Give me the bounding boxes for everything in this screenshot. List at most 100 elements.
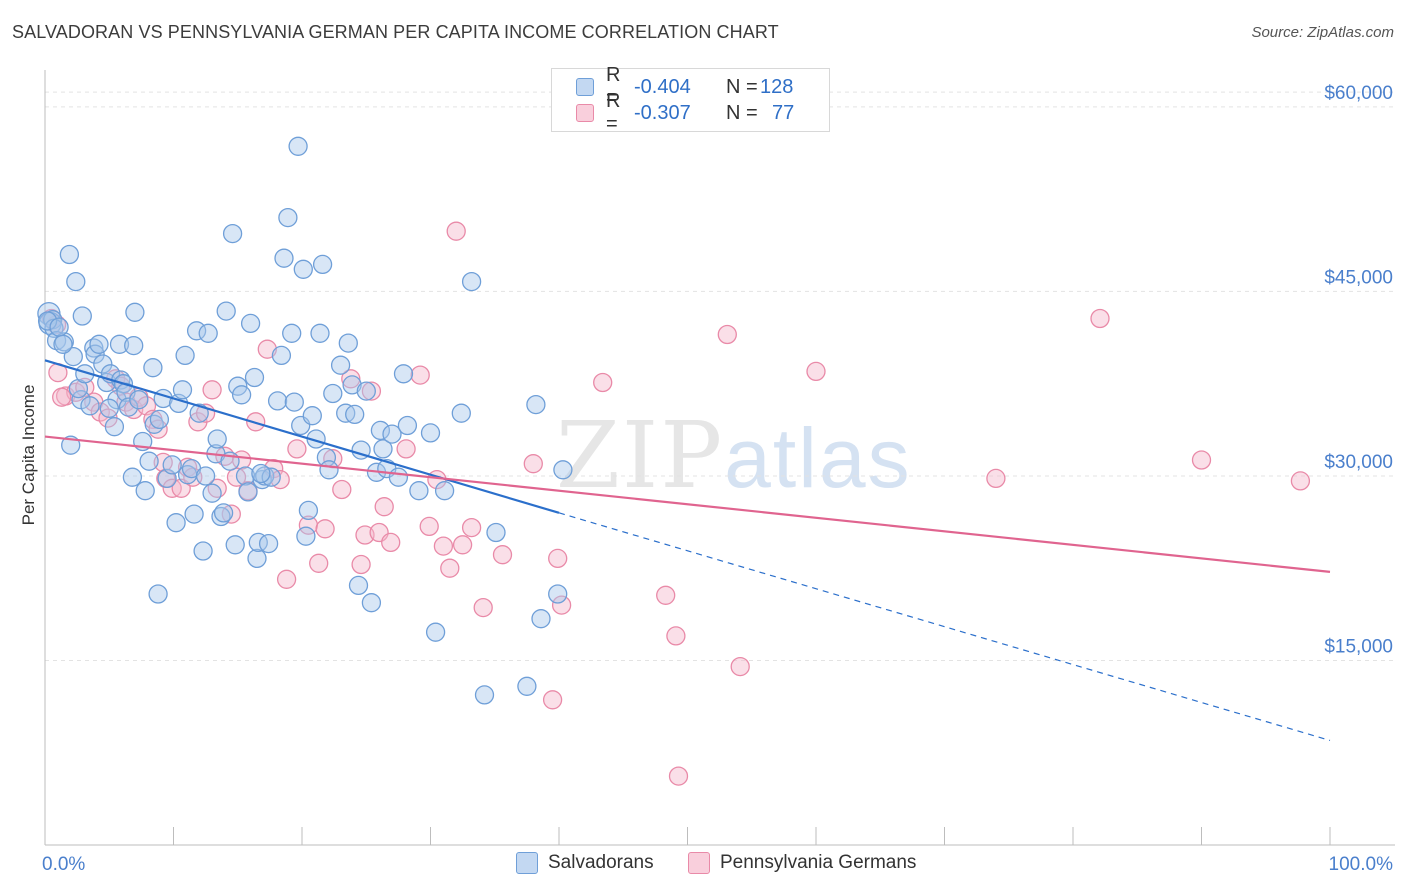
legend-n-value: 128	[760, 75, 794, 98]
salvadoran-point	[373, 439, 393, 459]
pennsylvania-german-point	[440, 558, 460, 578]
pennsylvania-german-point	[361, 381, 382, 401]
salvadoran-point	[172, 380, 193, 400]
salvadoran-point	[345, 404, 365, 425]
legend-n-label: N =	[726, 75, 758, 98]
salvadoran-point	[195, 466, 216, 486]
salvadoran-point	[474, 685, 495, 705]
salvadoran-point	[99, 398, 119, 418]
salvadoran-point	[109, 334, 130, 354]
salvadoran-trend-extension	[558, 512, 1331, 742]
watermark: ZIPatlas	[556, 402, 912, 509]
pennsylvania-german-point	[548, 548, 568, 569]
salvadoran-point	[282, 323, 302, 343]
salvadoran-point	[213, 503, 234, 523]
salvadoran-point	[166, 513, 186, 533]
salvadoran-point	[63, 346, 83, 367]
pennsylvania-german-point	[287, 439, 307, 459]
chart-title: SALVADORAN VS PENNSYLVANIA GERMAN PER CA…	[12, 22, 779, 42]
y-tick-label: $45,000	[1324, 267, 1393, 288]
salvadoran-point	[72, 306, 92, 326]
pennsylvania-german-point	[452, 535, 473, 555]
y-tick-labels: $15,000 $30,000 $45,000 $60,000	[1324, 83, 1393, 658]
salvadoran-point	[258, 533, 279, 554]
pennsylvania-german-point	[717, 324, 737, 345]
salvadoran-point	[548, 584, 568, 604]
salvadoran-point	[393, 364, 414, 384]
salvadoran-point	[526, 394, 546, 415]
salvadoran-point	[553, 460, 573, 480]
salvadoran-point	[53, 334, 73, 354]
salvadoran-point	[284, 392, 304, 412]
bottom-legend-swatch-blue	[516, 852, 538, 874]
pennsylvania-german-point	[351, 554, 371, 575]
pennsylvania-german-point	[461, 517, 482, 538]
legend-row-pennsylvania-germans: R = -0.307 N = 77	[576, 90, 795, 135]
salvadoran-point	[248, 532, 268, 553]
salvadoran-point	[149, 409, 170, 430]
bottom-legend-swatch-pink	[688, 852, 710, 874]
salvadoran-point	[85, 344, 105, 364]
pennsylvania-german-point	[202, 380, 222, 400]
watermark-atlas: atlas	[724, 411, 912, 505]
salvadoran-point	[104, 417, 125, 437]
salvadoran-point	[37, 311, 58, 331]
salvadoran-point	[207, 429, 227, 449]
y-tick-label: $15,000	[1324, 636, 1393, 657]
salvadoran-point	[49, 317, 69, 337]
pennsylvania-german-point	[341, 369, 361, 389]
salvadoran-point	[225, 535, 245, 555]
pennsylvania-german-point	[381, 532, 401, 553]
pennsylvania-german-point	[1191, 450, 1212, 470]
pennsylvania-german-point	[473, 597, 493, 618]
salvadoran-point	[420, 423, 441, 443]
salvadoran-point	[296, 526, 316, 546]
legend-n-value: 77	[772, 101, 795, 124]
bottom-legend-label: Salvadorans	[548, 852, 654, 873]
salvadoran-point	[274, 248, 294, 268]
salvadoran-point	[451, 403, 471, 423]
pennsylvania-german-point	[276, 569, 297, 589]
pennsylvania-german-point	[374, 497, 394, 517]
x-tick-label-min: 0.0%	[42, 854, 85, 875]
trend-lines	[44, 359, 1331, 742]
salvadoran-point	[323, 383, 343, 404]
salvadoran-point	[342, 375, 362, 395]
watermark-zip: ZIP	[556, 402, 725, 509]
pennsylvania-german-point	[1290, 471, 1311, 491]
salvadoran-point	[293, 259, 313, 279]
salvadoran-point	[193, 541, 213, 561]
salvadoran-point	[267, 391, 288, 411]
salvadoran-point	[211, 506, 231, 527]
salvadoran-point	[247, 548, 267, 569]
salvadoran-point	[517, 676, 537, 696]
salvadoran-point	[312, 254, 333, 275]
legend-r-label: R =	[606, 90, 621, 135]
salvadoran-point	[330, 355, 351, 375]
pennsylvania-german-point	[410, 365, 430, 385]
salvadoran-point	[122, 467, 143, 487]
correlation-legend: R = -0.404 N = 128 R = -0.307 N = 77	[551, 64, 830, 135]
pennsylvania-german-point	[666, 626, 686, 646]
bottom-legend-label: Pennsylvania Germans	[720, 852, 917, 873]
salvadoran-point	[486, 522, 506, 543]
salvadoran-point	[310, 323, 330, 343]
pennsylvania-german-point	[1090, 308, 1110, 329]
salvadoran-point	[244, 367, 265, 388]
pennsylvania-german-point	[75, 377, 95, 398]
legend-r-value: -0.307	[634, 101, 691, 124]
salvadoran-point	[319, 460, 339, 480]
salvadoran-point	[143, 358, 163, 378]
salvadoran-point	[388, 467, 409, 487]
salvadoran-point	[148, 584, 168, 604]
salvadoran-point	[409, 481, 429, 501]
salvadoran-point	[370, 420, 391, 441]
salvadoran-point	[240, 313, 261, 334]
pennsylvania-german-point	[668, 766, 689, 786]
pennsylvania-german-point	[355, 525, 375, 545]
x-tick-labels: 0.0% 100.0%	[42, 854, 1393, 875]
salvadoran-point	[189, 403, 209, 423]
salvadoran-point	[198, 323, 218, 343]
pennsylvania-german-point	[806, 361, 826, 382]
